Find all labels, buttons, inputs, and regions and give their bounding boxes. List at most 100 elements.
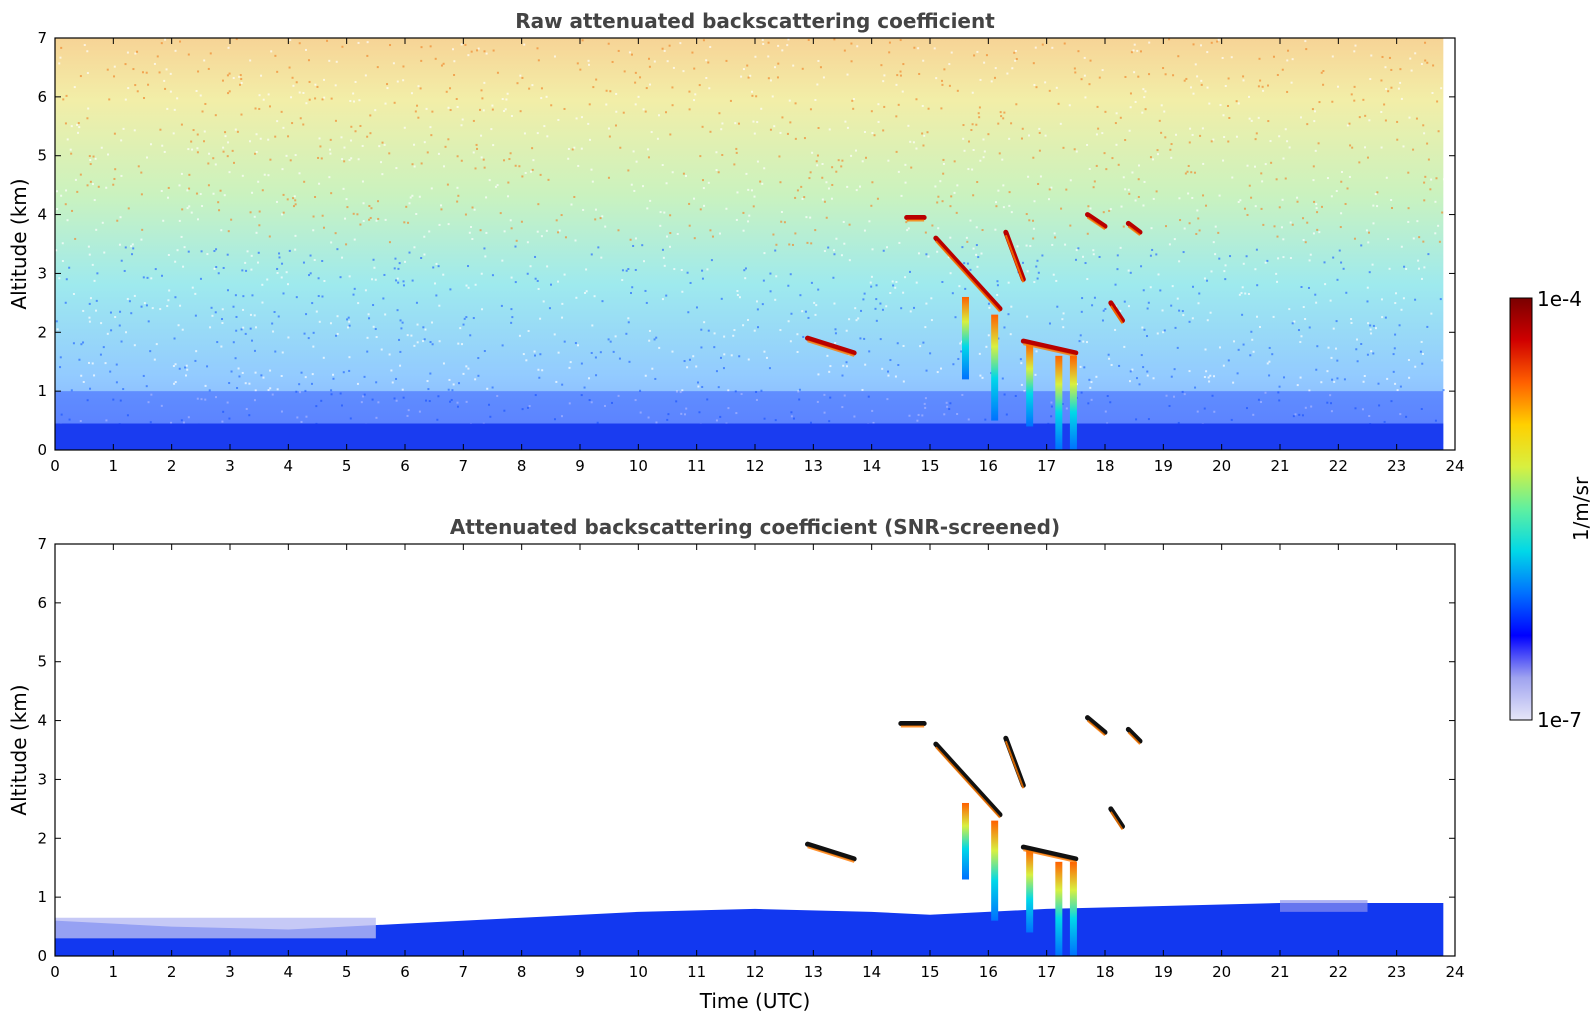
noise-speckle — [1341, 170, 1344, 173]
noise-speckle — [918, 72, 921, 75]
noise-speckle — [423, 338, 426, 341]
noise-speckle — [765, 356, 768, 359]
noise-speckle — [400, 327, 403, 330]
noise-speckle — [485, 196, 488, 199]
noise-speckle — [736, 293, 739, 296]
noise-speckle — [1032, 219, 1035, 222]
noise-speckle — [1232, 381, 1235, 384]
noise-speckle — [701, 277, 704, 280]
noise-speckle — [95, 228, 98, 231]
noise-speckle — [456, 405, 459, 408]
noise-speckle — [1062, 312, 1065, 315]
noise-speckle — [1320, 71, 1323, 74]
noise-speckle — [1176, 346, 1179, 349]
noise-speckle — [361, 144, 364, 147]
top-x-tick-label: 11 — [687, 457, 706, 475]
noise-speckle — [702, 187, 705, 190]
noise-speckle — [395, 279, 398, 282]
noise-speckle — [444, 145, 447, 148]
noise-speckle — [1119, 246, 1122, 249]
noise-speckle — [1245, 255, 1248, 258]
noise-speckle — [99, 353, 102, 356]
noise-speckle — [1420, 407, 1423, 410]
noise-speckle — [1199, 134, 1202, 137]
cloud-segment — [1020, 338, 1079, 356]
noise-speckle — [560, 214, 563, 217]
noise-speckle — [879, 302, 882, 305]
noise-speckle — [395, 377, 398, 380]
noise-speckle — [1048, 322, 1051, 325]
noise-speckle — [1339, 226, 1342, 229]
noise-speckle — [294, 199, 297, 202]
noise-speckle — [191, 286, 194, 289]
noise-speckle — [1268, 374, 1271, 377]
noise-speckle — [1273, 225, 1276, 228]
noise-speckle — [1047, 198, 1050, 201]
noise-speckle — [1268, 360, 1271, 363]
noise-speckle — [1438, 240, 1441, 243]
noise-speckle — [162, 219, 165, 222]
noise-speckle — [78, 358, 81, 361]
noise-speckle — [1096, 105, 1099, 108]
noise-speckle — [312, 229, 315, 232]
noise-speckle — [267, 138, 270, 141]
noise-speckle — [276, 271, 279, 274]
noise-speckle — [709, 130, 712, 133]
noise-speckle — [557, 119, 560, 122]
noise-speckle — [804, 310, 807, 313]
noise-speckle — [870, 285, 873, 288]
noise-speckle — [1077, 50, 1080, 53]
noise-speckle — [480, 89, 483, 92]
noise-speckle — [1268, 346, 1271, 349]
noise-speckle — [901, 90, 904, 93]
noise-speckle — [445, 90, 448, 93]
noise-speckle — [1316, 345, 1319, 348]
noise-speckle — [407, 221, 410, 224]
noise-speckle — [1003, 111, 1006, 114]
noise-speckle — [1380, 146, 1383, 149]
noise-speckle — [611, 401, 614, 404]
noise-speckle — [1097, 127, 1100, 130]
noise-speckle — [1038, 127, 1041, 130]
noise-speckle — [276, 267, 279, 270]
noise-speckle — [345, 243, 348, 246]
noise-speckle — [386, 87, 389, 90]
noise-speckle — [713, 332, 716, 335]
noise-speckle — [201, 110, 204, 113]
noise-speckle — [481, 308, 484, 311]
noise-speckle — [940, 107, 943, 110]
noise-speckle — [308, 98, 311, 101]
noise-speckle — [200, 250, 203, 253]
noise-speckle — [1424, 41, 1427, 44]
noise-speckle — [76, 123, 79, 126]
noise-speckle — [420, 46, 423, 49]
noise-speckle — [950, 51, 953, 54]
noise-speckle — [951, 292, 954, 295]
noise-speckle — [1227, 140, 1230, 143]
noise-speckle — [1204, 348, 1207, 351]
noise-speckle — [1275, 178, 1278, 181]
noise-speckle — [267, 389, 270, 392]
noise-speckle — [924, 326, 927, 329]
noise-speckle — [761, 303, 764, 306]
noise-speckle — [1376, 205, 1379, 208]
noise-speckle — [417, 85, 420, 88]
noise-speckle — [1037, 182, 1040, 185]
noise-speckle — [140, 171, 143, 174]
noise-speckle — [1294, 413, 1297, 416]
noise-speckle — [244, 261, 247, 264]
noise-speckle — [534, 255, 537, 258]
noise-speckle — [536, 279, 539, 282]
noise-speckle — [787, 284, 790, 287]
noise-speckle — [1184, 172, 1187, 175]
noise-speckle — [917, 47, 920, 50]
noise-speckle — [1278, 206, 1281, 209]
noise-speckle — [1367, 322, 1370, 325]
noise-speckle — [120, 259, 123, 262]
noise-speckle — [455, 97, 458, 100]
noise-speckle — [106, 68, 109, 71]
noise-speckle — [475, 143, 478, 146]
noise-speckle — [1016, 245, 1019, 248]
noise-speckle — [1029, 245, 1032, 248]
noise-speckle — [134, 84, 137, 87]
